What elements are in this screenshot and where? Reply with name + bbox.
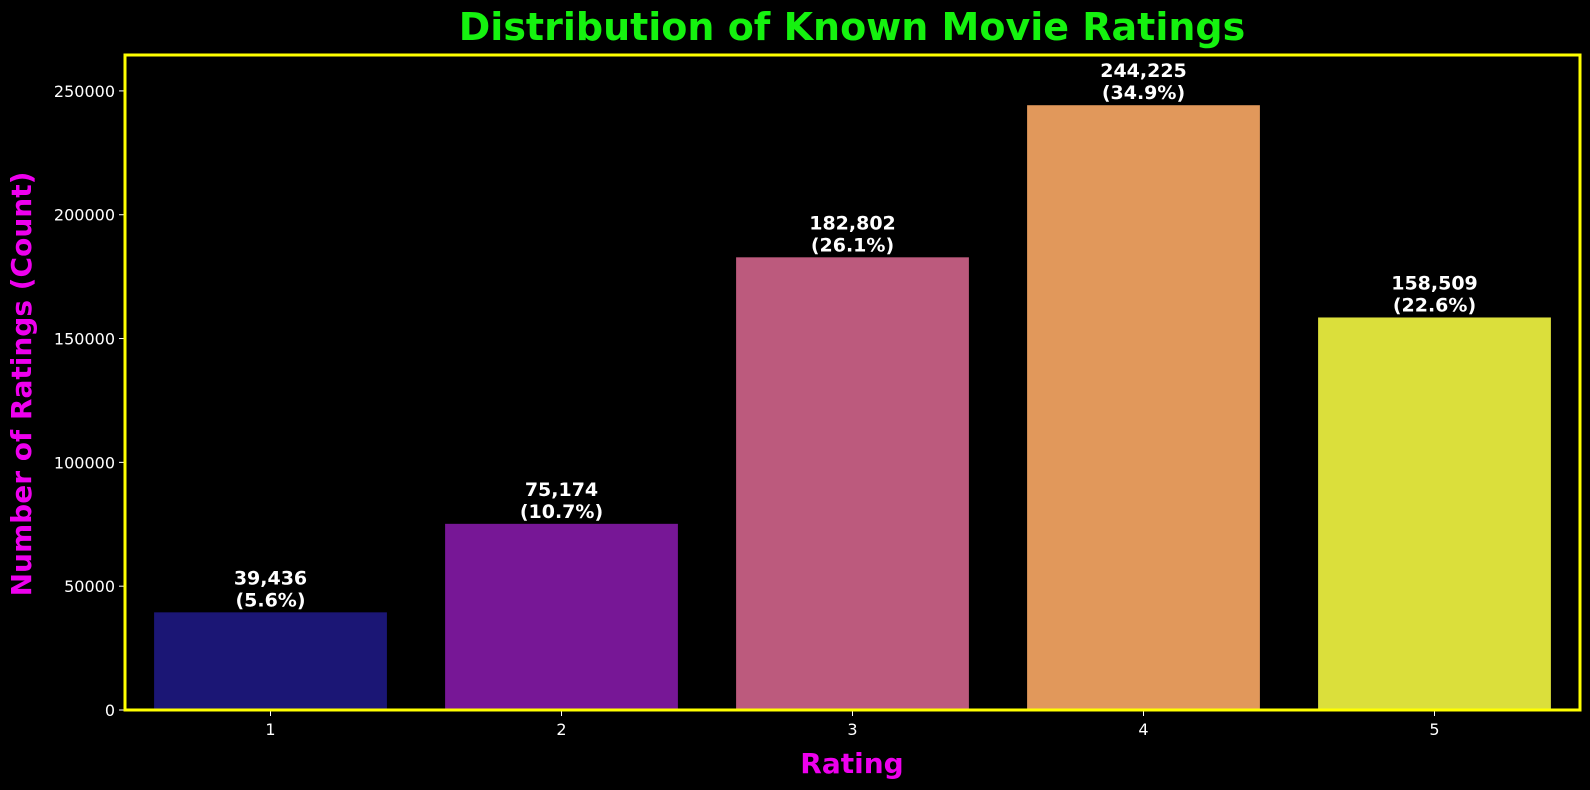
y-ticks-group: 0 50000 100000 150000 200000 250000 [54, 82, 125, 720]
plot-frame [123, 53, 1582, 712]
data-label-count: 75,174 [525, 479, 598, 501]
data-label-count: 244,225 [1100, 60, 1187, 82]
data-label-count: 182,802 [809, 212, 896, 234]
y-tick-label: 200000 [54, 206, 115, 225]
x-tick-label: 1 [265, 720, 275, 739]
y-tick-label: 50000 [64, 577, 115, 596]
data-label-percent: (5.6%) [235, 589, 305, 611]
x-tick-label: 2 [556, 720, 566, 739]
data-label-percent: (26.1%) [811, 234, 894, 256]
data-label-count: 39,436 [234, 567, 307, 589]
x-axis-label: Rating [800, 747, 903, 780]
y-tick-label: 100000 [54, 453, 115, 472]
data-label-percent: (10.7%) [520, 501, 603, 523]
y-tick-label: 250000 [54, 82, 115, 101]
data-labels-group: 39,436(5.6%) 75,174(10.7%) 182,802(26.1%) 2… [234, 60, 1478, 611]
y-axis-label: Number of Ratings (Count) [5, 172, 38, 597]
data-label-count: 158,509 [1391, 272, 1478, 294]
chart-title: Distribution of Known Movie Ratings [459, 5, 1246, 49]
data-label-percent: (22.6%) [1393, 294, 1476, 316]
bar-rating-3 [736, 257, 969, 710]
y-tick-label: 150000 [54, 330, 115, 349]
x-tick-label: 5 [1429, 720, 1439, 739]
bar-rating-1 [154, 612, 387, 710]
x-tick-label: 3 [847, 720, 857, 739]
bar-rating-5 [1318, 317, 1551, 710]
data-label-percent: (34.9%) [1102, 82, 1185, 104]
x-ticks-group: 1 2 3 4 5 [265, 710, 1440, 739]
bar-rating-4 [1027, 105, 1260, 710]
x-tick-label: 4 [1138, 720, 1148, 739]
bar-rating-2 [445, 523, 678, 710]
y-tick-label: 0 [105, 701, 115, 720]
bars-group [154, 105, 1551, 710]
